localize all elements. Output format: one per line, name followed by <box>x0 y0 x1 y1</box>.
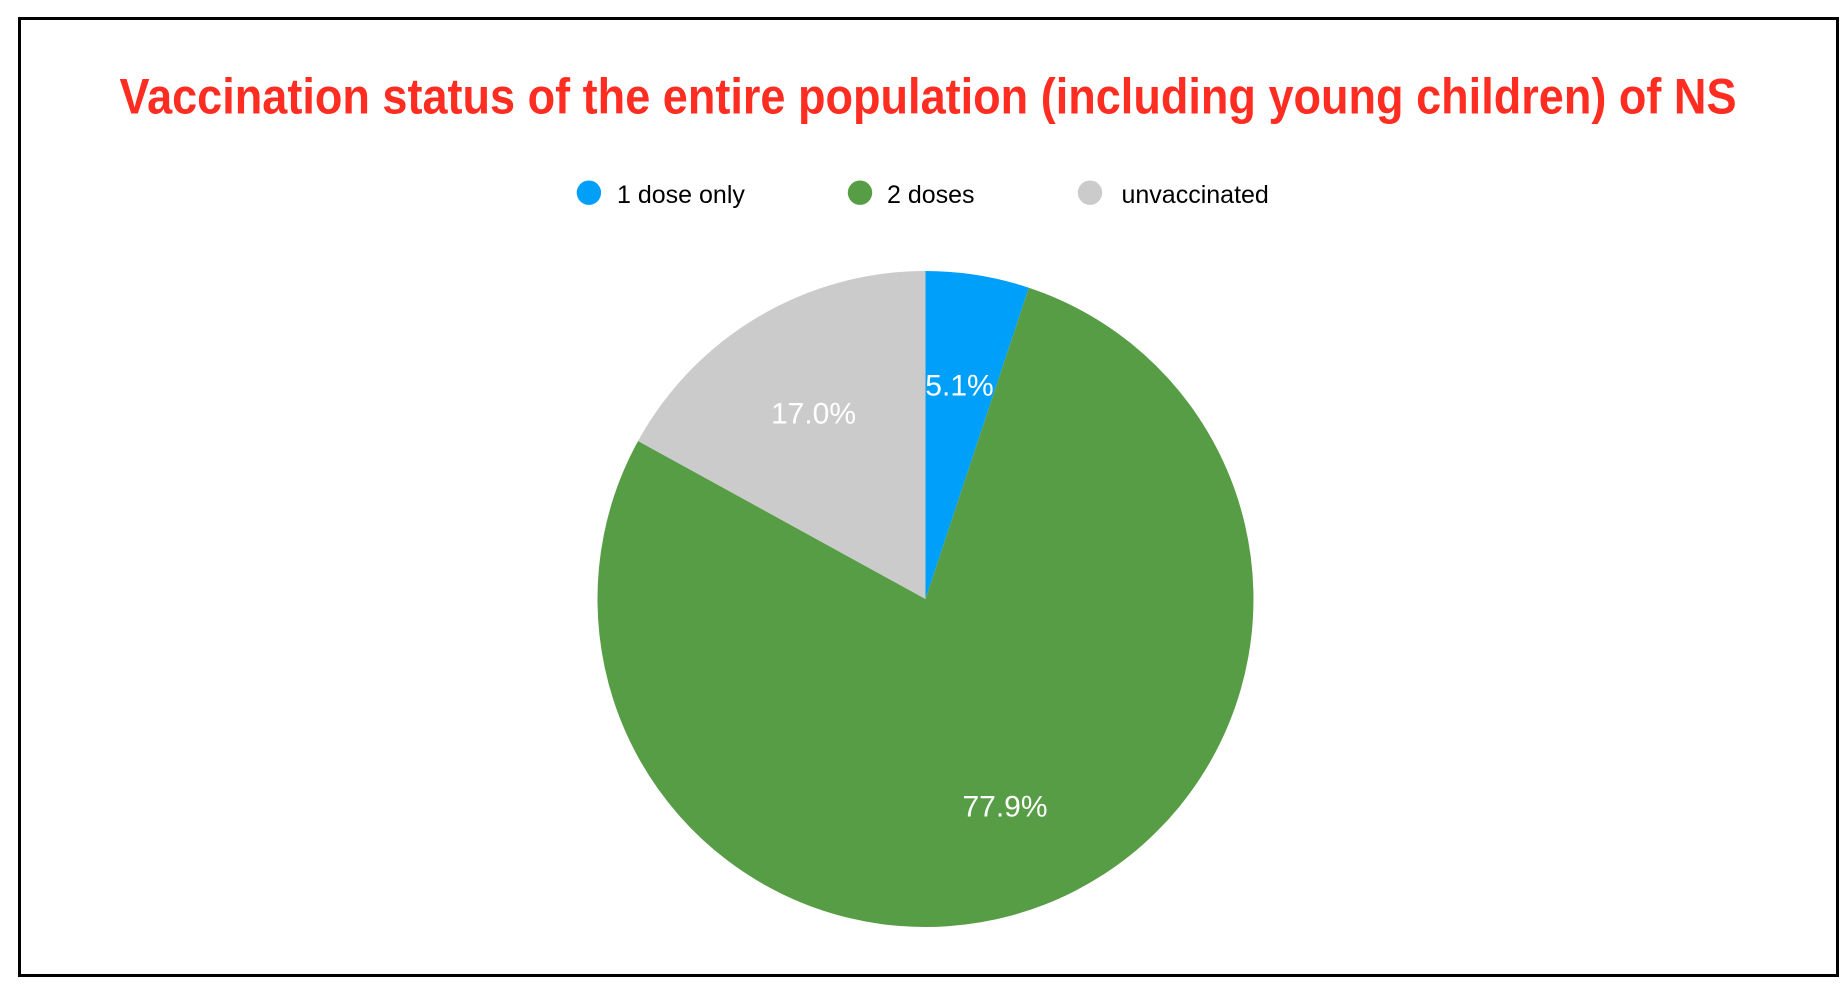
svg-text:17.0%: 17.0% <box>771 398 856 431</box>
svg-text:unvaccinated: unvaccinated <box>1122 181 1269 209</box>
svg-text:Vaccination status of the enti: Vaccination status of the entire populat… <box>120 69 1737 125</box>
svg-text:77.9%: 77.9% <box>962 791 1047 824</box>
svg-text:1 dose only: 1 dose only <box>617 181 745 209</box>
svg-text:2 doses: 2 doses <box>887 181 975 209</box>
svg-text:5.1%: 5.1% <box>925 370 993 403</box>
